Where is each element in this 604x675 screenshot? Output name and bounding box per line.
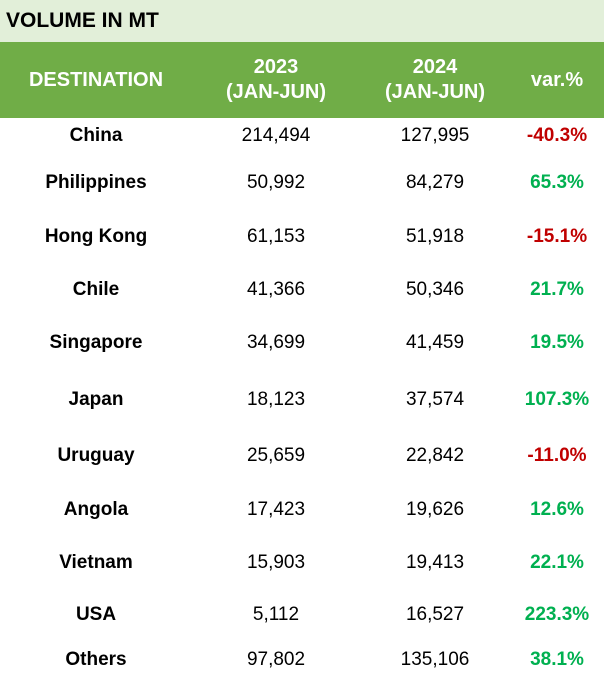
value-2023-cell: 50,992 — [246, 172, 306, 193]
var-percent-cell: -15.1% — [526, 226, 588, 247]
table-row: USA 5,112 16,527 223.3% — [0, 600, 604, 630]
value-2024-cell: 84,279 — [405, 172, 465, 193]
table-row: Uruguay 25,659 22,842 -11.0% — [0, 441, 604, 471]
value-2024-cell: 19,626 — [405, 499, 465, 520]
var-percent-cell: 107.3% — [524, 389, 590, 410]
table-title: VOLUME IN MT — [0, 0, 604, 42]
destination-cell: USA — [75, 604, 117, 625]
value-2024-cell: 22,842 — [405, 445, 465, 466]
table-row: Hong Kong 61,153 51,918 -15.1% — [0, 222, 604, 252]
value-2023-cell: 34,699 — [246, 332, 306, 353]
value-2023-cell: 41,366 — [246, 279, 306, 300]
destination-cell: Chile — [72, 279, 120, 300]
table-row: Angola 17,423 19,626 12.6% — [0, 495, 604, 525]
header-2023: 2023 (JAN-JUN) — [192, 42, 360, 118]
destination-cell: Singapore — [49, 332, 143, 353]
table-row: Philippines 50,992 84,279 65.3% — [0, 168, 604, 198]
destination-cell: China — [69, 125, 123, 146]
destination-cell: Japan — [68, 389, 124, 410]
value-2023-cell: 97,802 — [246, 649, 306, 670]
destination-cell: Angola — [63, 499, 129, 520]
destination-cell: Others — [65, 649, 127, 670]
var-percent-cell: 223.3% — [524, 604, 590, 625]
var-percent-cell: -40.3% — [526, 125, 588, 146]
value-2024-cell: 127,995 — [400, 125, 470, 146]
destination-cell: Vietnam — [59, 552, 133, 573]
table-row: Vietnam 15,903 19,413 22.1% — [0, 548, 604, 578]
destination-cell: Hong Kong — [44, 226, 148, 247]
var-percent-cell: 22.1% — [530, 552, 584, 573]
var-percent-cell: 12.6% — [530, 499, 584, 520]
value-2023-cell: 17,423 — [246, 499, 306, 520]
value-2023-cell: 18,123 — [246, 389, 306, 410]
value-2024-cell: 19,413 — [405, 552, 465, 573]
value-2023-cell: 5,112 — [252, 604, 300, 625]
header-destination: DESTINATION — [28, 68, 164, 91]
var-percent-cell: 19.5% — [530, 332, 584, 353]
table-row: China 214,494 127,995 -40.3% — [0, 121, 604, 151]
header-2024-year: 2024 — [412, 56, 458, 78]
destination-cell: Uruguay — [57, 445, 135, 466]
value-2023-cell: 15,903 — [246, 552, 306, 573]
value-2024-cell: 16,527 — [405, 604, 465, 625]
value-2024-cell: 50,346 — [405, 279, 465, 300]
var-percent-cell: 21.7% — [530, 279, 584, 300]
destination-cell: Philippines — [45, 172, 147, 193]
header-2023-year: 2023 — [253, 56, 299, 78]
var-percent-cell: 38.1% — [530, 649, 584, 670]
var-percent-cell: 65.3% — [530, 172, 584, 193]
table-row: Singapore 34,699 41,459 19.5% — [0, 328, 604, 358]
var-percent-cell: -11.0% — [527, 445, 587, 466]
value-2024-cell: 51,918 — [405, 226, 465, 247]
value-2023-cell: 61,153 — [246, 226, 306, 247]
value-2023-cell: 25,659 — [246, 445, 306, 466]
value-2024-cell: 37,574 — [405, 389, 465, 410]
table-row: Chile 41,366 50,346 21.7% — [0, 275, 604, 305]
value-2024-cell: 41,459 — [405, 332, 465, 353]
value-2023-cell: 214,494 — [241, 125, 311, 146]
value-2024-cell: 135,106 — [400, 649, 470, 670]
header-2024: 2024 (JAN-JUN) — [360, 42, 510, 118]
table-header: DESTINATION 2023 (JAN-JUN) 2024 (JAN-JUN… — [0, 42, 604, 118]
table-row: Japan 18,123 37,574 107.3% — [0, 385, 604, 415]
table-row: Others 97,802 135,106 38.1% — [0, 645, 604, 675]
header-2024-period: (JAN-JUN) — [385, 81, 485, 103]
header-var: var.% — [530, 68, 584, 91]
header-2023-period: (JAN-JUN) — [226, 81, 326, 103]
